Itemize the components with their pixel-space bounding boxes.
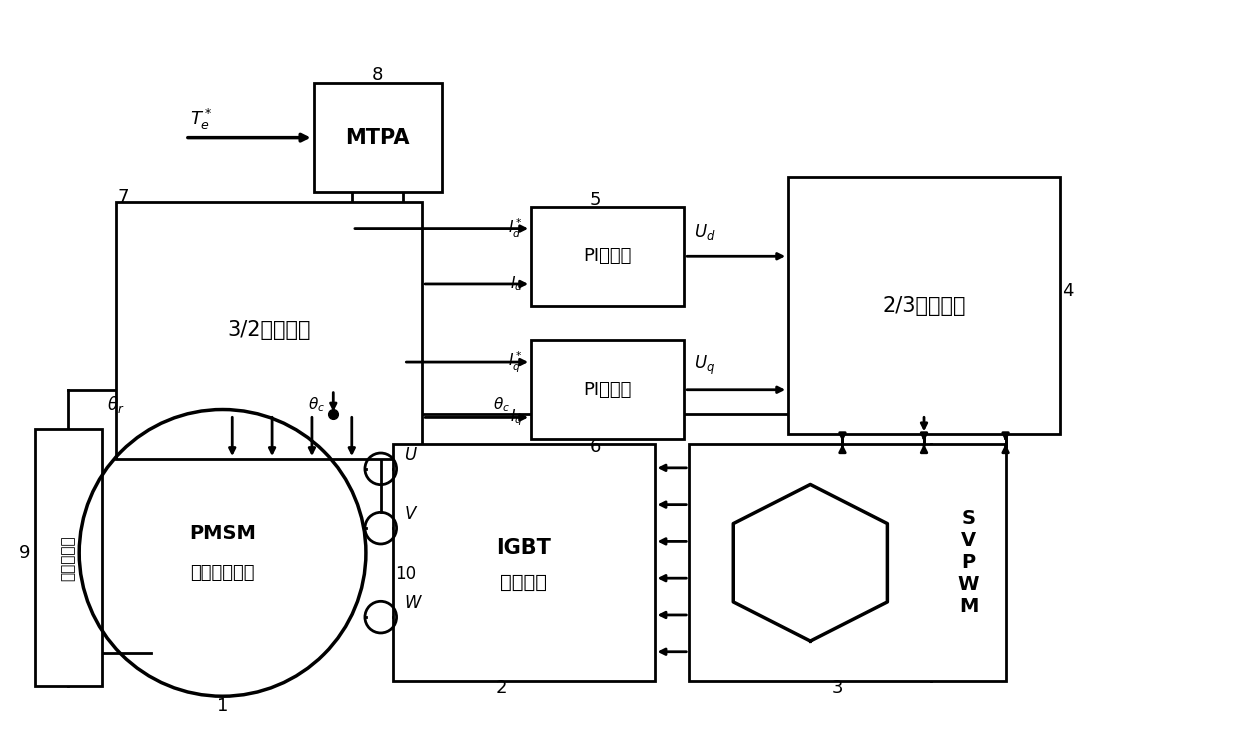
Text: PI控制器: PI控制器	[584, 247, 632, 265]
Text: 10: 10	[396, 564, 417, 583]
Text: 1: 1	[217, 697, 228, 715]
Text: 位置传感器: 位置传感器	[61, 535, 76, 581]
Text: PI控制器: PI控制器	[584, 381, 632, 399]
Text: 8: 8	[372, 66, 383, 85]
Text: 7: 7	[118, 188, 129, 206]
Text: S
V
P
W
M: S V P W M	[957, 509, 980, 616]
Bar	[393, 444, 655, 681]
Text: $U_d$: $U_d$	[694, 221, 715, 242]
Bar	[115, 202, 423, 459]
Text: 2: 2	[496, 679, 507, 698]
Text: 4: 4	[1063, 282, 1074, 300]
Bar	[531, 207, 684, 306]
Text: $I_q^*$: $I_q^*$	[508, 350, 523, 375]
Text: 6: 6	[589, 438, 601, 456]
Text: 9: 9	[19, 544, 31, 562]
Text: 永磁同步电机: 永磁同步电机	[190, 564, 254, 581]
Text: 功率模块: 功率模块	[500, 573, 547, 592]
Text: 3: 3	[832, 679, 843, 698]
Text: PMSM: PMSM	[190, 523, 255, 542]
Text: IGBT: IGBT	[496, 538, 551, 558]
Text: $\theta_c$: $\theta_c$	[309, 395, 325, 414]
Text: $I_d$: $I_d$	[510, 275, 523, 293]
Text: $T_e^*$: $T_e^*$	[190, 107, 212, 132]
Bar	[314, 83, 441, 192]
Text: 3/2坐标变换: 3/2坐标变换	[227, 320, 311, 340]
Text: $W$: $W$	[404, 595, 423, 612]
Text: $U$: $U$	[404, 446, 418, 464]
Bar	[531, 340, 684, 440]
Text: $\theta_r$: $\theta_r$	[107, 394, 124, 415]
Text: $I_q$: $I_q$	[511, 407, 523, 428]
Text: $U_q$: $U_q$	[694, 354, 715, 376]
Text: MTPA: MTPA	[346, 128, 410, 148]
Text: 5: 5	[589, 191, 601, 209]
Text: $\theta_c$: $\theta_c$	[492, 395, 510, 414]
Bar	[35, 429, 102, 686]
Bar	[689, 444, 1006, 681]
Text: $V$: $V$	[404, 506, 419, 523]
Text: $I_d^*$: $I_d^*$	[508, 217, 523, 240]
Bar	[789, 177, 1060, 434]
Text: 2/3坐标变换: 2/3坐标变换	[883, 295, 966, 316]
